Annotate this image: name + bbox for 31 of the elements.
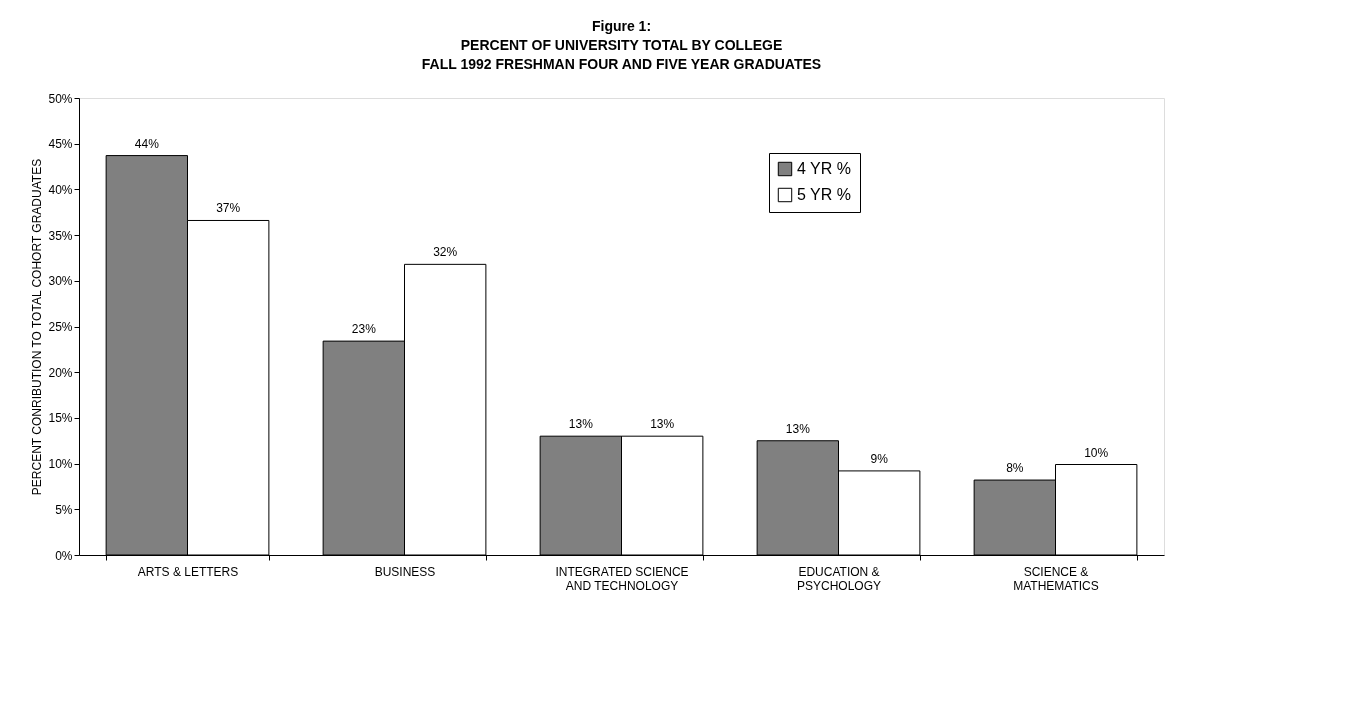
- y-tick-label: 45%: [48, 137, 73, 152]
- data-label: 37%: [216, 201, 241, 216]
- chart-title: Figure 1:: [591, 18, 652, 34]
- y-tick-label: 35%: [48, 228, 73, 243]
- data-label: 32%: [433, 245, 458, 260]
- data-label: 8%: [1006, 461, 1024, 476]
- data-label: 23%: [351, 322, 377, 337]
- x-tick-label: EDUCATION & PSYCHOLOGY: [796, 564, 882, 593]
- y-tick-label: 25%: [48, 320, 73, 334]
- y-tick-label: 40%: [48, 182, 73, 197]
- data-label: 13%: [568, 417, 594, 432]
- y-tick-label: 0%: [55, 548, 73, 563]
- y-tick-label: 50%: [48, 91, 73, 106]
- data-label: 44%: [134, 136, 160, 151]
- y-tick-label: 15%: [48, 411, 73, 426]
- chart-subtitle: PERCENT OF UNIVERSITY TOTAL BY COLLEGE FALL 1992 FRESHMAN FOUR AND FIVE YEAR GRADUATES: [421, 37, 822, 72]
- x-tick-label: BUSINESS: [374, 564, 436, 579]
- y-tick-label: 30%: [48, 274, 73, 289]
- x-tick-label: SCIENCE & MATHEMATICS: [1013, 564, 1099, 593]
- legend-label: 4 YR %: [797, 160, 851, 177]
- data-label: 13%: [785, 421, 811, 436]
- data-label: 13%: [650, 417, 675, 432]
- y-tick-label: 10%: [48, 457, 73, 472]
- y-tick-label: 5%: [55, 502, 73, 517]
- legend-label: 5 YR %: [797, 186, 851, 203]
- data-label: 9%: [870, 451, 889, 466]
- data-label: 10%: [1084, 445, 1109, 460]
- x-tick-label: ARTS & LETTERS: [137, 564, 239, 579]
- x-tick-label: INTEGRATED SCIENCE AND TECHNOLOGY: [555, 564, 689, 593]
- y-axis-title: PERCENT CONRIBUTION TO TOTAL COHORT GRADUATES: [30, 158, 45, 496]
- y-tick-label: 20%: [48, 365, 73, 380]
